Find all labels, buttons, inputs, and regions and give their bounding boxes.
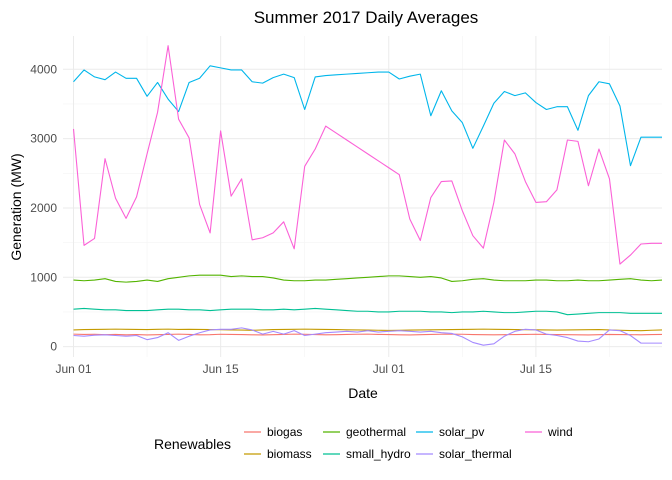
grid bbox=[63, 36, 662, 357]
legend-label-solar-pv: solar_pv bbox=[439, 425, 484, 439]
series-line-biomass bbox=[73, 328, 663, 332]
series-lines bbox=[72, 45, 663, 346]
x-tick-label: Jul 01 bbox=[373, 362, 405, 376]
x-tick-label: Jul 15 bbox=[520, 362, 552, 376]
legend-label-biomass: biomass bbox=[267, 447, 312, 461]
x-tick-label: Jun 15 bbox=[203, 362, 239, 376]
legend-label-biogas: biogas bbox=[267, 425, 302, 439]
legend-label-small-hydro: small_hydro bbox=[346, 447, 411, 461]
chart-title: Summer 2017 Daily Averages bbox=[254, 8, 479, 27]
series-line-small-hydro bbox=[73, 307, 662, 316]
y-tick-label: 4000 bbox=[30, 62, 57, 76]
y-axis-title: Generation (MW) bbox=[8, 153, 24, 260]
y-tick-label: 0 bbox=[50, 340, 57, 354]
x-axis-title: Date bbox=[348, 385, 378, 401]
series-line-solar-pv bbox=[73, 65, 662, 167]
y-tick-label: 1000 bbox=[30, 270, 57, 284]
legend: Renewables biogas biomass geothermal small_… bbox=[154, 425, 573, 461]
series-line-biogas bbox=[73, 333, 663, 336]
legend-label-geothermal: geothermal bbox=[346, 425, 406, 439]
series-line-geothermal bbox=[73, 274, 663, 283]
y-tick-label: 2000 bbox=[30, 201, 57, 215]
legend-title: Renewables bbox=[154, 436, 231, 452]
legend-label-solar-thermal: solar_thermal bbox=[439, 447, 512, 461]
series-line-solar-thermal bbox=[73, 327, 662, 346]
x-tick-label: Jun 01 bbox=[55, 362, 91, 376]
series-line-wind bbox=[72, 45, 662, 265]
y-tick-label: 3000 bbox=[30, 132, 57, 146]
axes: 0 1000 2000 3000 4000 Jun 01 Jun 15 Jul 01 Jul 1… bbox=[30, 62, 552, 376]
legend-label-wind: wind bbox=[547, 425, 573, 439]
